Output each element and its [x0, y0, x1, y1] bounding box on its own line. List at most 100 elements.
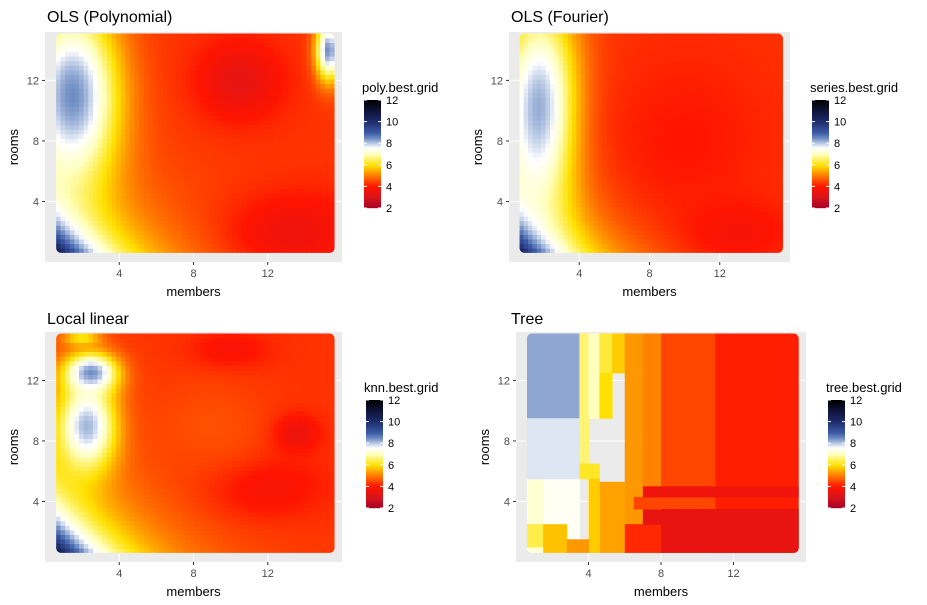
- heatmap-tile: [593, 97, 599, 103]
- heatmap-tile: [130, 97, 136, 103]
- heatmap-tile: [120, 138, 127, 144]
- heatmap-tile: [611, 110, 617, 117]
- heatmap-tile: [563, 46, 569, 53]
- heatmap-tile: [260, 188, 266, 194]
- heatmap-tile: [176, 124, 182, 130]
- heatmap-tile: [199, 88, 205, 94]
- heatmap-tile: [585, 106, 591, 112]
- heatmap-tile: [681, 220, 687, 226]
- heatmap-tile: [690, 179, 696, 185]
- heatmap-tile: [283, 88, 289, 94]
- heatmap-tile: [329, 37, 335, 43]
- heatmap-tile: [190, 124, 196, 130]
- heatmap-tile: [664, 161, 670, 167]
- heatmap-tile: [602, 65, 608, 71]
- heatmap-tile: [301, 120, 308, 126]
- heatmap-tile: [585, 229, 591, 235]
- heatmap-tile: [241, 78, 247, 85]
- heatmap-tile: [65, 193, 71, 199]
- heatmap-tile: [204, 56, 210, 62]
- heatmap-tile: [585, 220, 591, 226]
- heatmap-tile: [580, 184, 586, 190]
- heatmap-tile: [83, 92, 89, 98]
- heatmap-tile: [208, 152, 215, 158]
- heatmap-tile: [190, 56, 196, 62]
- heatmap-tile: [83, 229, 89, 235]
- heatmap-tile: [111, 248, 117, 253]
- heatmap-tile: [523, 238, 529, 245]
- heatmap-tile: [97, 216, 103, 222]
- heatmap-tile: [139, 142, 145, 149]
- heatmap-tile: [236, 69, 243, 75]
- heatmap-tile: [633, 88, 639, 94]
- heatmap-tile: [694, 92, 700, 98]
- legend-color-step: [364, 155, 381, 157]
- heatmap-tile: [650, 243, 656, 249]
- heatmap-tile: [116, 78, 122, 85]
- heatmap-tile: [567, 120, 573, 126]
- heatmap-tile: [185, 202, 192, 208]
- heatmap-tile: [167, 238, 173, 245]
- heatmap-tile: [668, 238, 674, 245]
- heatmap-tile: [585, 184, 591, 190]
- heatmap-tile: [92, 234, 99, 240]
- heatmap-tile: [593, 88, 599, 94]
- heatmap-tile: [611, 243, 617, 249]
- heatmap-tile: [324, 124, 331, 130]
- heatmap-tile: [74, 138, 80, 144]
- heatmap-tile: [250, 161, 256, 167]
- heatmap-tile: [672, 120, 678, 126]
- heatmap-tile: [315, 234, 321, 240]
- heatmap-tile: [69, 120, 75, 126]
- heatmap-tile: [250, 184, 256, 190]
- heatmap-tile: [686, 78, 692, 85]
- heatmap-tile: [157, 129, 164, 135]
- heatmap-tile: [324, 69, 331, 75]
- heatmap-tile: [311, 129, 317, 135]
- heatmap-tile: [607, 248, 613, 253]
- legend-color-step: [364, 149, 381, 151]
- heatmap-tile: [650, 60, 656, 66]
- heatmap-tile: [528, 202, 534, 208]
- heatmap-tile: [580, 97, 586, 103]
- heatmap-tile: [646, 60, 652, 66]
- legend-color-step: [364, 121, 381, 123]
- heatmap-tile: [694, 174, 700, 181]
- heatmap-tile: [528, 124, 534, 130]
- heatmap-tile: [633, 101, 639, 107]
- heatmap-tile: [255, 206, 261, 213]
- heatmap-tile: [204, 184, 210, 190]
- heatmap-tile: [672, 101, 678, 107]
- heatmap-tile: [88, 188, 94, 194]
- heatmap-tile: [88, 51, 94, 57]
- heatmap-tile: [571, 88, 577, 94]
- heatmap-tile: [306, 124, 312, 130]
- heatmap-tile: [528, 42, 534, 48]
- heatmap-tile: [204, 161, 210, 167]
- heatmap-tile: [171, 142, 178, 149]
- heatmap-tile: [204, 170, 210, 176]
- heatmap-tile: [190, 46, 196, 53]
- heatmap-tile: [655, 229, 661, 235]
- heatmap-tile: [236, 184, 243, 190]
- heatmap-tile: [144, 92, 150, 98]
- heatmap-tile: [111, 78, 117, 85]
- heatmap-tile: [528, 248, 534, 253]
- heatmap-tile: [130, 174, 136, 181]
- heatmap-tile: [523, 110, 529, 117]
- heatmap-tile: [125, 69, 131, 75]
- heatmap-tile: [301, 124, 308, 130]
- heatmap-tile: [222, 106, 229, 112]
- heatmap-tile: [134, 133, 140, 139]
- heatmap-tile: [324, 193, 331, 199]
- heatmap-tile: [144, 69, 150, 75]
- heatmap-tile: [190, 110, 196, 117]
- heatmap-tile: [637, 60, 643, 66]
- heatmap-tile: [162, 69, 168, 75]
- heatmap-tile: [241, 42, 247, 48]
- heatmap-tile: [134, 188, 140, 194]
- heatmap-tile: [301, 138, 308, 144]
- heatmap-tile: [120, 165, 127, 171]
- heatmap-tile: [102, 248, 108, 253]
- heatmap-tile: [690, 229, 696, 235]
